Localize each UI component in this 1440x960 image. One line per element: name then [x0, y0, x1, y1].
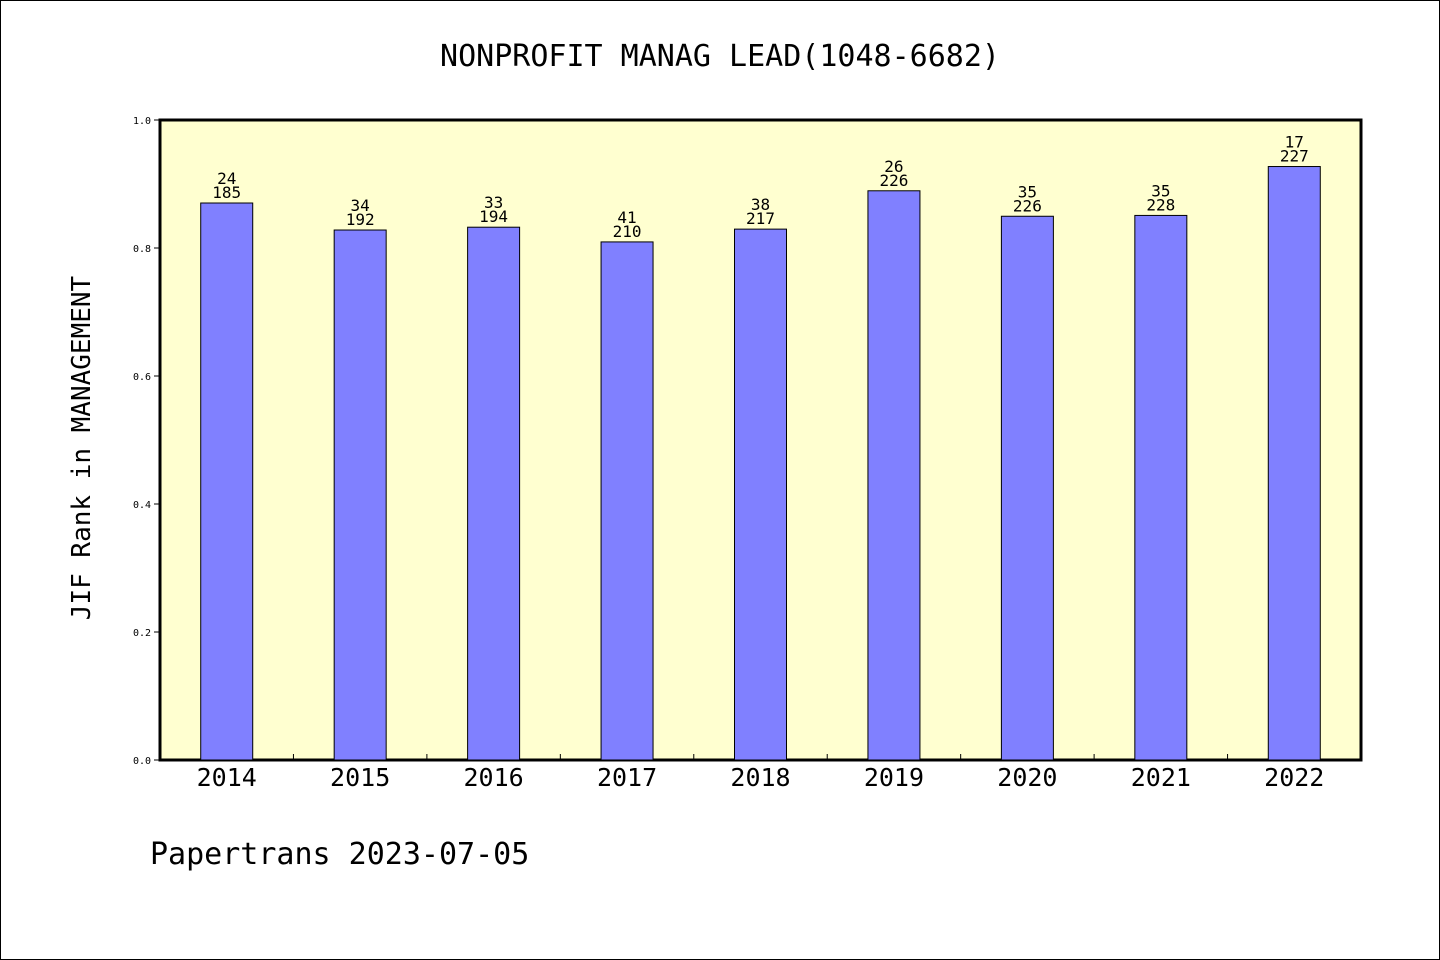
bar: [600, 241, 654, 761]
x-tick-label: 2015: [330, 763, 390, 792]
bar: [734, 228, 787, 761]
x-tick-label: 2016: [464, 763, 524, 792]
x-tick-label: 2021: [1131, 763, 1191, 792]
bar-rank-label: 24: [217, 169, 236, 188]
y-axis: 0.0 0.2 0.4 0.6 0.8 1.0: [133, 116, 160, 767]
x-tick-label: 2018: [730, 763, 790, 792]
x-tick-label: 2017: [597, 763, 657, 792]
y-tick-label: 0.6: [133, 372, 151, 383]
bar-rank-label: 35: [1018, 182, 1037, 201]
y-tick-label: 0.8: [133, 244, 151, 255]
bar-rank-label: 41: [617, 208, 636, 227]
bar-total-label: 210: [613, 222, 642, 241]
bar: [1134, 214, 1188, 761]
bar: [467, 226, 521, 761]
x-tick-label: 2020: [997, 763, 1057, 792]
x-tick-label: 2014: [197, 763, 257, 792]
bar-total-label: 227: [1280, 147, 1309, 166]
y-tick-label: 1.0: [133, 116, 151, 127]
bar-rank-label: 34: [351, 196, 370, 215]
x-tick-label: 2019: [864, 763, 924, 792]
bar-rank-label: 26: [884, 157, 903, 176]
bar-rank-label: 38: [751, 195, 770, 214]
bar-total-label: 226: [1013, 196, 1042, 215]
bar: [1000, 215, 1054, 761]
bar-rank-label: 33: [484, 193, 503, 212]
chart-title: NONPROFIT MANAG LEAD(1048-6682): [440, 39, 1000, 74]
x-tick-label: 2022: [1264, 763, 1324, 792]
bar-rank-label: 35: [1151, 181, 1170, 200]
bar-total-label: 194: [479, 207, 508, 226]
bar: [1267, 166, 1321, 761]
y-tick-label: 0.4: [133, 500, 151, 511]
x-axis: 2014 2015 2016 2017 2018 2019 2020 2021 2022: [197, 754, 1324, 792]
y-tick-label: 0.2: [133, 628, 151, 639]
bar-total-label: 185: [212, 183, 241, 202]
bar-total-label: 226: [879, 171, 908, 190]
y-axis-label: JIF Rank in MANAGEMENT: [67, 275, 97, 620]
bar: [200, 202, 254, 761]
bar: [867, 190, 921, 761]
bar-total-label: 192: [346, 210, 375, 229]
bar: [333, 229, 387, 761]
y-tick-label: 0.0: [133, 756, 151, 767]
bar-total-label: 217: [746, 209, 775, 228]
footer-credit: Papertrans 2023-07-05: [150, 837, 529, 872]
bar-total-label: 228: [1146, 195, 1175, 214]
bar-rank-label: 17: [1285, 133, 1304, 152]
